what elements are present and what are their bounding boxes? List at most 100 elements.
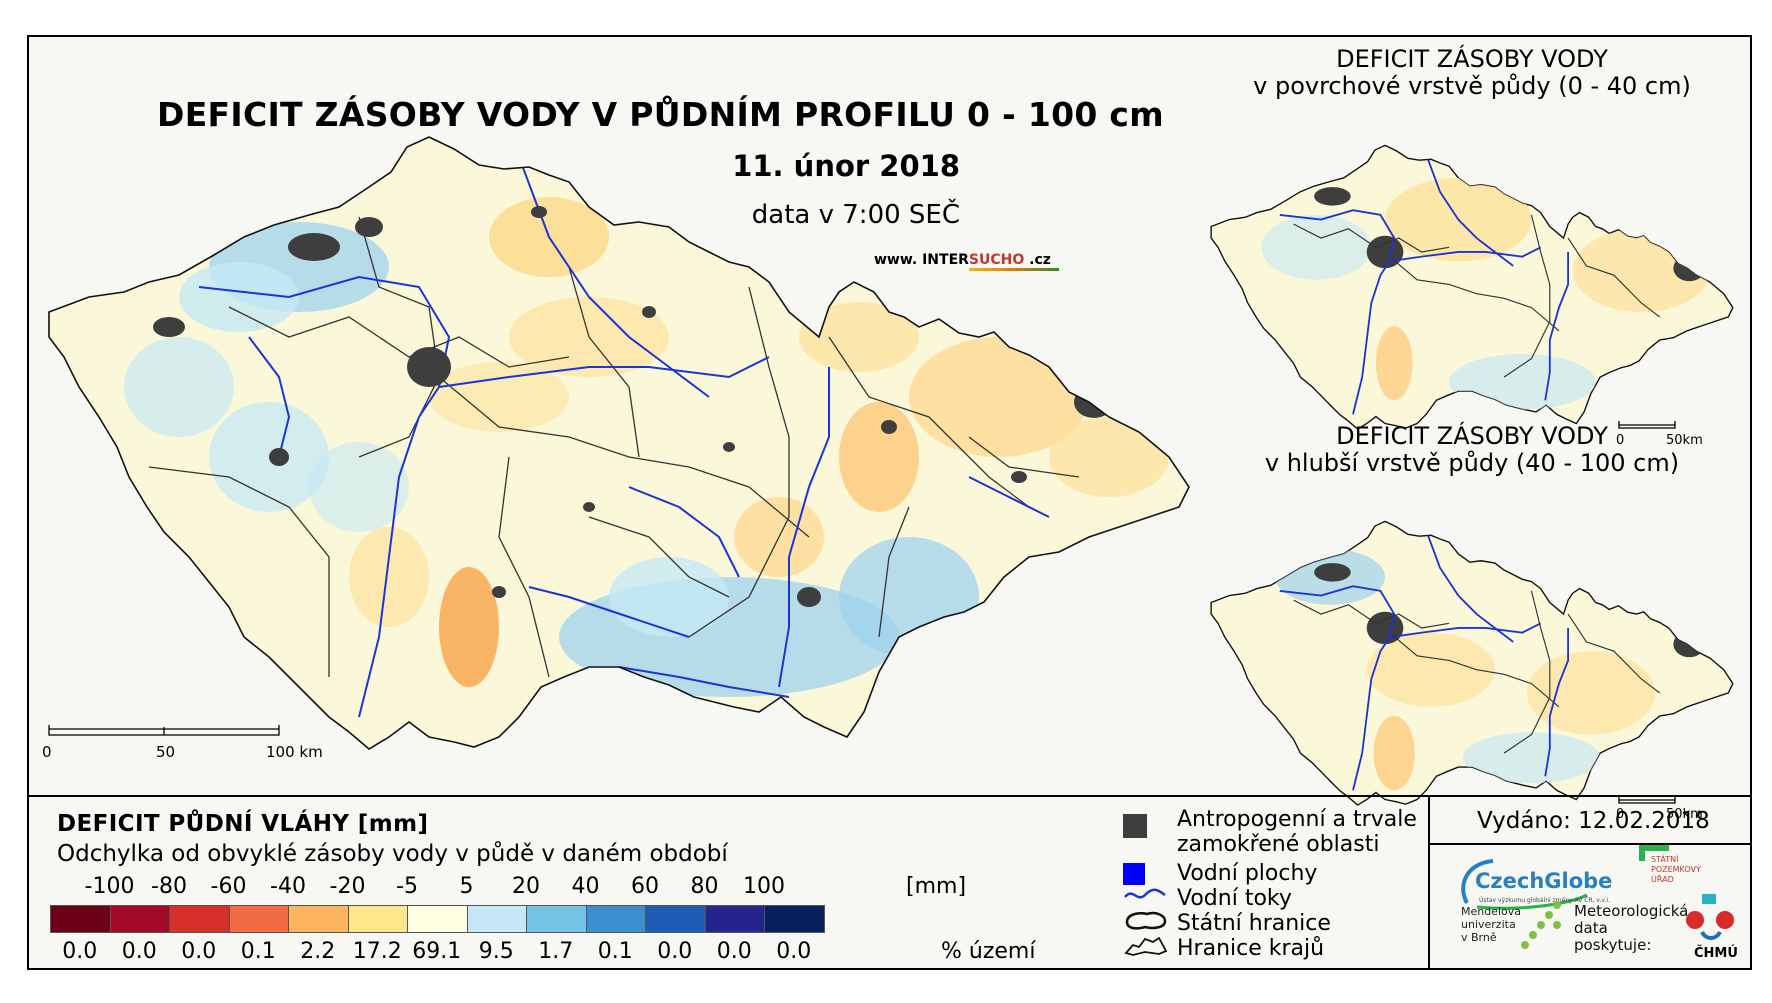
chmu-logo: ČHMÚ <box>1682 894 1742 966</box>
main-map <box>48 136 1190 750</box>
inset-top-scale-0: 0 <box>1616 433 1625 448</box>
legend-break-label: -5 <box>396 874 418 899</box>
inset-bottom-scale-bar <box>1618 796 1676 804</box>
legend-break-label: -20 <box>329 874 366 899</box>
legend-swatch <box>466 905 527 933</box>
spu-line2: POZEMKOVÝ <box>1651 865 1701 874</box>
anthropogenic-label-line2: zamokřené oblasti <box>1177 832 1380 857</box>
rivers-label: Vodní toky <box>1177 886 1292 911</box>
mendel-line3: v Brně <box>1461 931 1497 944</box>
czechglobe-arc-icon <box>1461 859 1588 910</box>
legend-subtitle: Odchylka od obvyklé zásoby vody v půdě v… <box>57 841 728 867</box>
deficit-patches <box>124 197 1169 697</box>
legend-percent-value: 9.5 <box>478 939 514 964</box>
inset-top-scale-bar <box>1618 421 1676 429</box>
spu-corner-icon <box>1639 845 1645 861</box>
inset-bottom-title: DEFICIT ZÁSOBY VODY v hlubší vrstvě půdy… <box>1247 423 1697 477</box>
website-brand: SUCHO <box>968 252 1025 268</box>
legend-swatch <box>347 905 408 933</box>
water-body-symbol <box>1123 863 1145 885</box>
chmu-top-icon <box>1702 894 1716 904</box>
legend-break-label: 100 <box>743 874 785 899</box>
legend-percent-unit: % území <box>941 939 1036 964</box>
inset-bottom-title-line2: v hlubší vrstvě půdy (40 - 100 cm) <box>1264 449 1680 477</box>
inset-map-deep <box>1210 520 1734 806</box>
legend-swatch <box>704 905 765 933</box>
legend-swatch <box>169 905 230 933</box>
scale-label-100km: 100 km <box>266 743 323 761</box>
spu-bar-icon <box>1639 845 1669 851</box>
region-border-symbol <box>1124 936 1168 956</box>
river-symbol <box>1124 888 1166 899</box>
chmu-circles-icon <box>1686 911 1734 940</box>
state-border-label: Státní hranice <box>1177 911 1331 936</box>
legend-break-label: 5 <box>459 874 474 899</box>
legend-swatch <box>109 905 170 933</box>
inset-bottom-scale-label: 50km <box>1666 807 1703 822</box>
legend-percent-value: 0.0 <box>716 939 752 964</box>
legend-percent-value: 0.0 <box>121 939 157 964</box>
legend-break-label: -80 <box>151 874 187 899</box>
legend-break-label: -100 <box>84 874 135 899</box>
legend-percent-value: 0.1 <box>597 939 633 964</box>
scale-label-50: 50 <box>156 743 176 761</box>
map-time: data v 7:00 SEČ <box>751 200 960 230</box>
meteo-line2: data <box>1574 919 1608 937</box>
website-suffix: .cz <box>1024 252 1051 268</box>
legend-swatch <box>407 905 468 933</box>
meteo-line1: Meteorologická <box>1574 902 1689 920</box>
legend-swatch <box>526 905 587 933</box>
mendel-logo-text: Mendelova univerzita v Brně <box>1461 905 1521 944</box>
inset-bottom-title-line1: DEFICIT ZÁSOBY VODY <box>1336 422 1608 450</box>
scale-label-0: 0 <box>42 743 52 761</box>
legend-percent-value: 0.0 <box>657 939 693 964</box>
state-border-symbol <box>1125 911 1167 930</box>
region-borders <box>148 216 1080 678</box>
issued-separator <box>1428 843 1750 845</box>
legend-break-label: -40 <box>270 874 306 899</box>
legend-break-label: 40 <box>571 874 600 899</box>
spu-line1: STÁTNÍ <box>1651 855 1679 864</box>
legend-swatch <box>288 905 349 933</box>
chmu-text: ČHMÚ <box>1694 946 1738 961</box>
anthropogenic-label: Antropogenní a trvale zamokřené oblasti <box>1177 807 1417 857</box>
spu-line3: ÚŘAD <box>1651 875 1674 884</box>
region-border-label: Hranice krajů <box>1177 936 1325 961</box>
credits-separator <box>1428 795 1430 968</box>
legend-swatch <box>228 905 289 933</box>
legend-percent-value: 2.2 <box>300 939 336 964</box>
legend-swatch <box>645 905 706 933</box>
website-underline <box>969 268 1059 271</box>
inset-top-title-line1: DEFICIT ZÁSOBY VODY <box>1336 45 1608 73</box>
czechglobe-name: CzechGlobe <box>1475 869 1613 893</box>
inset-bottom-scale-label: 0 <box>1616 807 1625 822</box>
rivers <box>198 156 1050 718</box>
legend-break-label: 20 <box>512 874 540 899</box>
inset-top-title: DEFICIT ZÁSOBY VODY v povrchové vrstvě p… <box>1247 46 1697 100</box>
main-scale-bar <box>48 725 280 736</box>
map-date: 11. únor 2018 <box>732 149 960 183</box>
water-bodies-label: Vodní plochy <box>1177 861 1318 886</box>
czechglobe-subtitle: Ústav výzkumu globální změny AV ČR, v.v.… <box>1479 897 1610 904</box>
legend-break-label: 80 <box>690 874 719 899</box>
anthropogenic-label-line1: Antropogenní a trvale <box>1177 807 1417 832</box>
inset-top-scale-50km: 50km <box>1666 433 1703 448</box>
legend-separator <box>29 795 1750 797</box>
inset-top-title-line2: v povrchové vrstvě půdy (0 - 40 cm) <box>1253 72 1691 100</box>
meteo-credit: Meteorologická data poskytuje: <box>1574 903 1688 954</box>
legend-percent-value: 0.0 <box>181 939 217 964</box>
spu-text: STÁTNÍ POZEMKOVÝ ÚŘAD <box>1651 855 1701 885</box>
legend-swatch <box>764 905 825 933</box>
main-title: DEFICIT ZÁSOBY VODY V PŮDNÍM PROFILU 0 -… <box>157 95 1164 134</box>
legend-swatch <box>585 905 646 933</box>
state-border <box>48 136 1190 750</box>
legend-percent-value: 1.7 <box>538 939 574 964</box>
mendel-line1: Mendelova <box>1461 905 1522 918</box>
map-frame: 0 50 100 km DEFICIT ZÁSOBY VODY V PŮDNÍM… <box>27 35 1752 970</box>
website-prefix: www. INTER <box>874 252 969 268</box>
czechglobe-logo: CzechGlobe Ústav výzkumu globální změny … <box>1457 855 1612 911</box>
anthropogenic-area-symbol <box>1123 814 1147 838</box>
issued-date: Vydáno: 12.02.2018 <box>1477 808 1710 834</box>
spu-logo: STÁTNÍ POZEMKOVÝ ÚŘAD <box>1639 843 1729 895</box>
meteo-line3: poskytuje: <box>1574 936 1652 954</box>
